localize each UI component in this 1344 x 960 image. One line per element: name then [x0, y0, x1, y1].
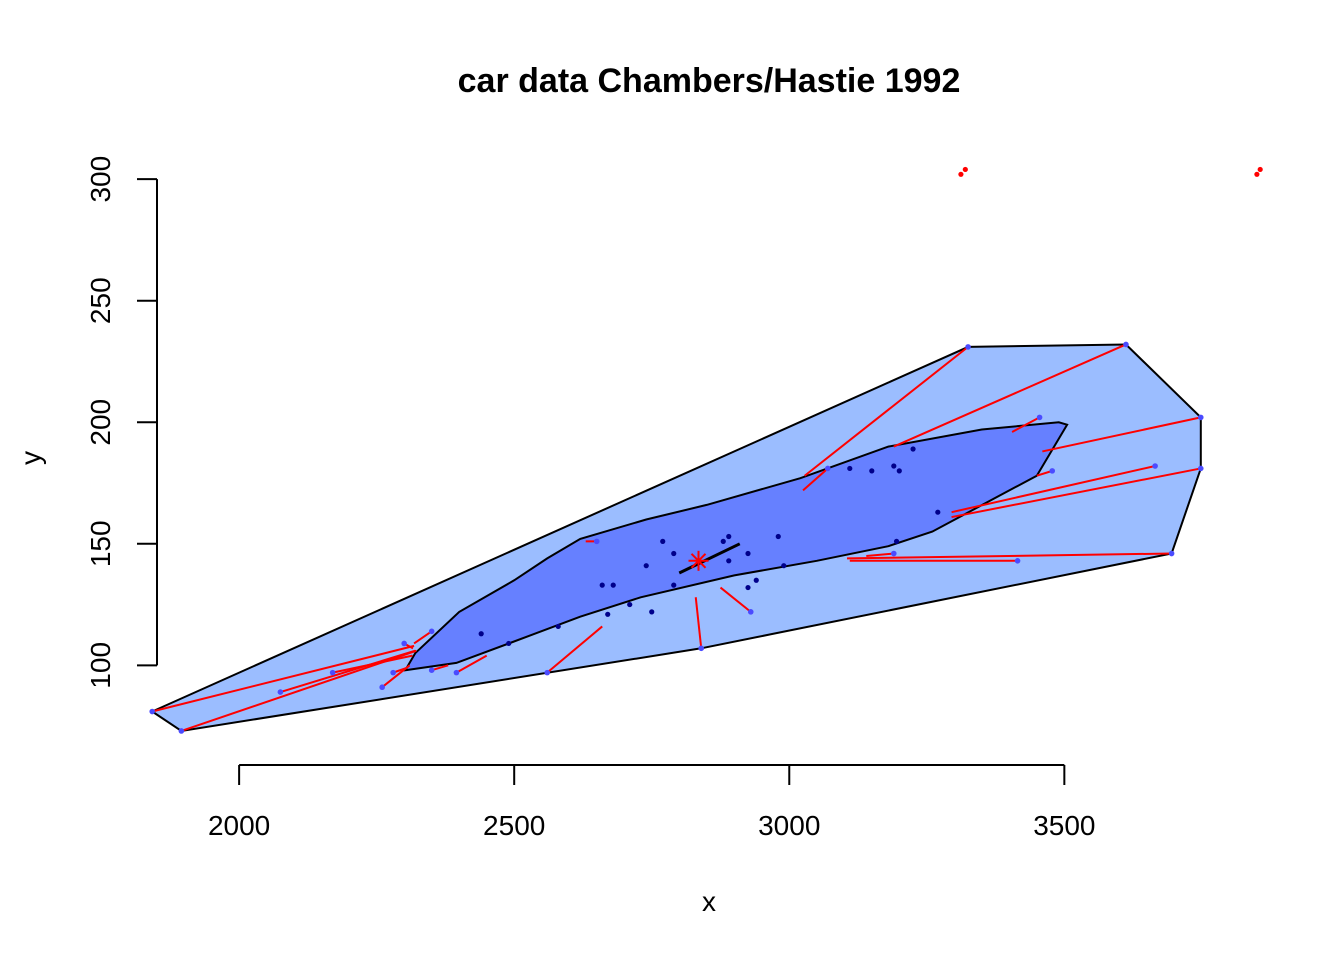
inner-data-point — [671, 582, 677, 588]
inner-data-point — [610, 582, 616, 588]
outer-data-point — [329, 669, 336, 676]
connector-layer — [151, 343, 1201, 732]
point-layer — [149, 166, 1263, 734]
inner-data-point — [627, 601, 633, 608]
connector-line — [694, 597, 703, 649]
connector-line — [181, 649, 417, 732]
inner-data-point — [671, 550, 677, 557]
inner-data-point — [847, 465, 853, 472]
y-axis-label: y — [15, 451, 46, 465]
outer-data-point — [544, 669, 551, 676]
inner-data-point — [869, 468, 875, 474]
outer-data-point — [1014, 558, 1021, 564]
y-tick-label: 250 — [85, 277, 116, 324]
inner-data-point — [781, 563, 787, 569]
connector-line — [802, 467, 829, 492]
outer-data-point — [149, 708, 156, 715]
inner-data-point — [775, 533, 781, 540]
inner-data-point — [753, 577, 759, 583]
outer-data-point — [379, 684, 385, 691]
outer-data-point — [428, 628, 435, 635]
outer-data-point — [1168, 550, 1175, 557]
y-axis: 100 150 200 250 300 — [85, 156, 158, 689]
inner-data-point — [649, 609, 655, 615]
chart-title: car data Chambers/Hastie 1992 — [458, 62, 961, 100]
connector-line — [431, 664, 449, 672]
x-tick-label: 2500 — [483, 810, 545, 841]
x-axis-label: x — [702, 886, 716, 917]
outer-data-point — [1197, 465, 1204, 472]
inner-data-point — [935, 509, 941, 515]
connector-line — [455, 654, 488, 674]
outer-data-point — [1197, 414, 1204, 421]
y-tick-label: 200 — [85, 399, 116, 446]
connector-line — [151, 644, 415, 713]
outlier-point — [1257, 166, 1263, 173]
outer-data-point — [453, 669, 460, 676]
inner-data-point — [910, 446, 916, 452]
inner-data-point — [478, 631, 484, 637]
center-layer — [678, 542, 741, 575]
center-star-stroke — [690, 553, 707, 569]
outer-data-point — [277, 689, 284, 695]
y-tick-label: 100 — [85, 642, 116, 689]
outer-data-point — [1123, 341, 1129, 348]
inner-data-point — [745, 550, 751, 557]
outer-data-point — [428, 667, 435, 673]
inner-data-point — [726, 558, 732, 564]
connector-line — [413, 630, 433, 645]
inner-data-point — [660, 538, 666, 544]
connector-line — [1011, 416, 1041, 433]
outer-data-point — [1152, 463, 1158, 469]
inner-data-point — [726, 533, 732, 540]
inner-data-point — [745, 584, 751, 591]
outlier-point — [958, 171, 964, 177]
outer-data-point — [390, 669, 396, 676]
connector-line — [951, 465, 1156, 514]
outer-data-point — [178, 728, 185, 734]
inner-data-point — [599, 582, 605, 588]
inner-data-point — [891, 463, 897, 469]
inner-data-point — [643, 563, 649, 569]
y-tick-label: 300 — [85, 156, 116, 203]
connector-line — [847, 552, 1172, 560]
outlier-point — [962, 166, 968, 173]
inner-data-point — [896, 468, 902, 474]
connector-line — [804, 346, 969, 477]
outer-data-point — [824, 465, 831, 472]
connector-line — [280, 649, 416, 694]
x-axis: 2000 2500 3000 3500 — [208, 764, 1095, 841]
connector-line — [719, 586, 752, 613]
x-tick-label: 3500 — [1033, 810, 1095, 841]
center-line — [678, 542, 741, 575]
connector-line — [893, 343, 1127, 448]
inner-data-point — [720, 538, 726, 544]
outlier-point — [1254, 171, 1260, 177]
outer-data-point — [1049, 468, 1056, 474]
outer-data-point — [401, 640, 407, 647]
x-tick-label: 3000 — [758, 810, 820, 841]
outer-data-point — [1036, 414, 1043, 421]
outer-data-point — [593, 538, 600, 545]
connector-line — [1042, 416, 1201, 453]
outer-data-point — [747, 609, 754, 615]
inner-data-point — [506, 640, 512, 647]
outer-data-point — [890, 550, 897, 557]
inner-data-point — [605, 611, 611, 617]
outer-data-point — [965, 344, 971, 350]
inner-data-point — [555, 623, 561, 630]
connector-line — [951, 467, 1201, 519]
y-tick-label: 150 — [85, 520, 116, 567]
connector-line — [546, 625, 603, 674]
connector-line — [866, 552, 894, 557]
outer-data-point — [698, 645, 705, 652]
inner-data-point — [893, 538, 900, 544]
x-tick-label: 2000 — [208, 810, 270, 841]
